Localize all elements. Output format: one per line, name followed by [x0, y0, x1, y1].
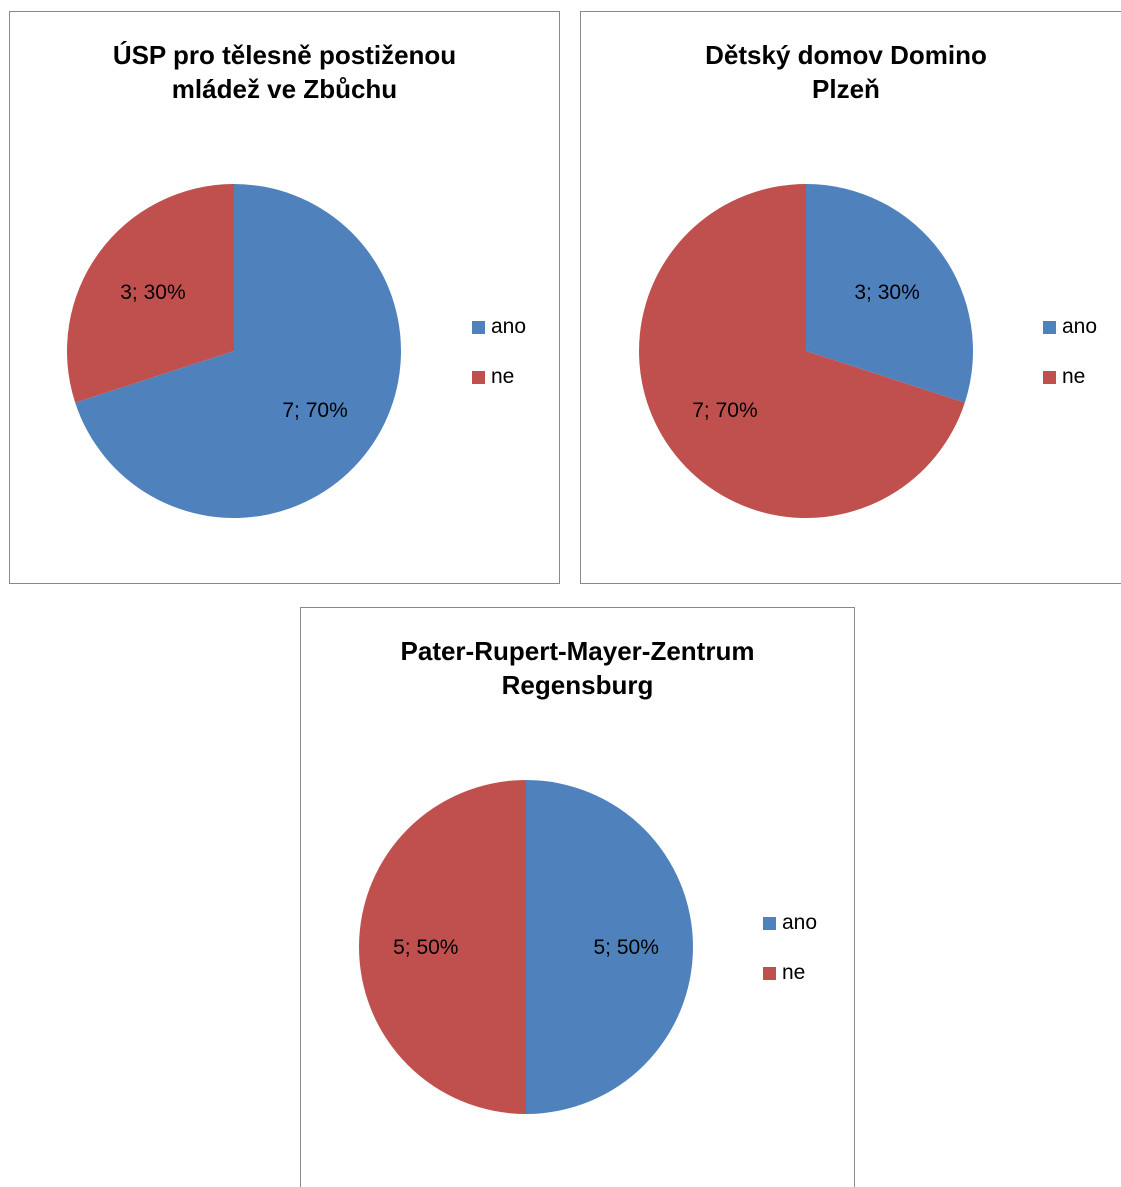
data-label-ne: 5; 50% [393, 936, 458, 959]
chart-panel-usp-zbuch: ÚSP pro tělesně postiženou mládež ve Zbů… [9, 11, 560, 584]
legend-swatch [472, 320, 485, 334]
chart-title: Dětský domov Domino Plzeň [581, 38, 1111, 106]
legend-entry-ne: ne [763, 960, 817, 986]
chart-title-line: ÚSP pro tělesně postiženou [112, 40, 457, 70]
legend-swatch [472, 370, 485, 384]
data-label-ano: 3; 30% [854, 281, 919, 304]
data-label-ne: 3; 30% [120, 281, 185, 304]
pie-slice-ano [526, 780, 693, 1114]
legend-label: ano [491, 315, 527, 338]
pie-slice-ne [66, 184, 234, 403]
pie-chart: 7; 70% 3; 30% [66, 184, 402, 518]
legend-entry-ano: ano [763, 910, 817, 936]
pie-chart: 5; 50% 5; 50% [359, 780, 693, 1114]
chart-title: ÚSP pro tělesně postiženou mládež ve Zbů… [10, 38, 559, 106]
legend-label: ne [782, 961, 806, 984]
legend-entry-ne: ne [472, 364, 526, 390]
legend-label: ne [491, 365, 515, 388]
chart-legend: ano ne [763, 910, 817, 1010]
pie-slice-ano [806, 184, 973, 403]
chart-title-line: Plzeň [812, 74, 880, 104]
legend-label: ano [782, 911, 818, 934]
chart-title-line: mládež ve Zbůchu [171, 74, 398, 104]
pie-slice-ne [359, 780, 526, 1114]
legend-label: ano [1062, 315, 1098, 338]
legend-label: ne [1062, 365, 1086, 388]
pie-slice-ne [639, 184, 965, 518]
chart-title-line: Regensburg [501, 670, 654, 700]
data-label-ano: 5; 50% [594, 936, 659, 959]
chart-panel-rupert-mayer: Pater-Rupert-Mayer-Zentrum Regensburg 5;… [300, 607, 855, 1187]
legend-swatch [1043, 320, 1056, 334]
legend-entry-ne: ne [1043, 364, 1097, 390]
chart-legend: ano ne [1043, 314, 1097, 414]
chart-panel-domino-plzen: Dětský domov Domino Plzeň 3; 30% 7; 70% a… [580, 11, 1121, 584]
data-label-ne: 7; 70% [692, 399, 757, 422]
legend-entry-ano: ano [1043, 314, 1097, 340]
legend-swatch [1043, 370, 1056, 384]
legend-swatch [763, 966, 776, 980]
chart-legend: ano ne [472, 314, 526, 414]
legend-entry-ano: ano [472, 314, 526, 340]
chart-title-line: Pater-Rupert-Mayer-Zentrum [400, 636, 755, 666]
pie-slice-ano [75, 184, 402, 518]
chart-title: Pater-Rupert-Mayer-Zentrum Regensburg [301, 634, 854, 702]
chart-title-line: Dětský domov Domino [705, 40, 987, 70]
legend-swatch [763, 916, 776, 930]
pie-chart: 3; 30% 7; 70% [639, 184, 973, 518]
data-label-ano: 7; 70% [282, 399, 347, 422]
